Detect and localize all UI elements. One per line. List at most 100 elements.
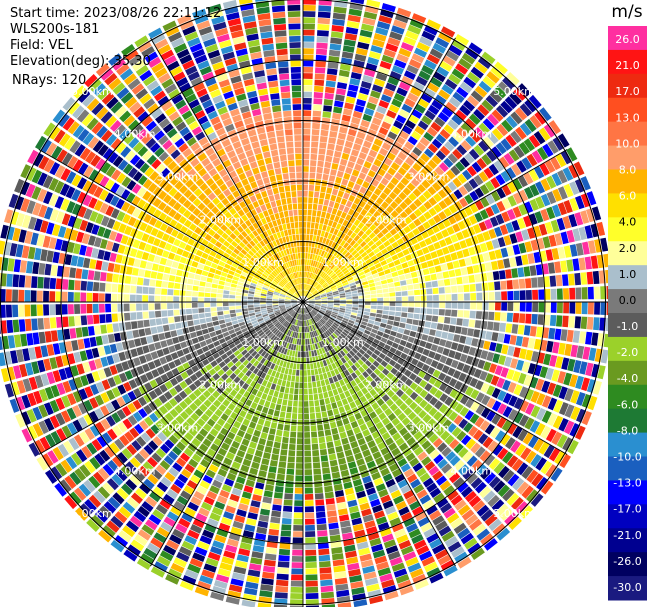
gate-cell (172, 462, 183, 473)
gate-cell (303, 66, 314, 73)
gate-cell (395, 302, 402, 307)
gate-cell (167, 252, 176, 260)
gate-cell (284, 313, 290, 319)
gate-cell (250, 401, 258, 410)
gate-cell (288, 317, 293, 323)
gate-cell (398, 442, 409, 452)
gate-cell (263, 196, 270, 204)
gate-cell (334, 571, 347, 579)
gate-cell (69, 471, 82, 486)
gate-cell (336, 88, 346, 96)
gate-cell (144, 327, 152, 336)
gate-cell (448, 378, 458, 388)
gate-cell (88, 475, 101, 489)
gate-cell (170, 506, 183, 517)
gate-cell (456, 318, 463, 326)
gate-cell (246, 575, 260, 584)
gate-cell (303, 79, 313, 86)
gate-cell (88, 494, 102, 508)
gate-cell (295, 332, 299, 339)
gate-cell (401, 307, 408, 312)
gate-cell (323, 314, 330, 319)
gate-cell (320, 585, 334, 593)
gate-cell (98, 303, 105, 313)
gate-cell (226, 538, 239, 548)
gate-cell (190, 524, 203, 534)
gate-cell (50, 264, 58, 277)
gate-cell (272, 328, 279, 334)
gate-cell (206, 433, 216, 442)
gate-cell (292, 549, 303, 556)
gate-cell (284, 387, 290, 394)
gate-cell (342, 417, 350, 425)
gate-cell (263, 112, 273, 121)
gate-cell (343, 315, 350, 320)
gate-cell (231, 461, 241, 470)
gate-cell (296, 320, 300, 326)
gate-cell (492, 353, 501, 364)
gate-cell (173, 309, 180, 316)
gate-cell (419, 472, 431, 483)
gate-cell (424, 429, 435, 439)
gate-cell (308, 313, 312, 319)
gate-cell (105, 303, 112, 313)
gate-cell (411, 358, 419, 366)
gate-cell (236, 415, 244, 424)
gate-cell (517, 429, 529, 442)
gate-cell (152, 509, 165, 520)
gate-cell (305, 518, 315, 525)
gate-cell (83, 257, 91, 269)
gate-cell (515, 359, 525, 371)
gate-cell (225, 544, 238, 553)
gate-cell (374, 384, 382, 393)
gate-cell (573, 360, 582, 374)
gate-cell (242, 530, 254, 538)
gate-cell (214, 453, 225, 462)
gate-cell (375, 421, 384, 430)
gate-cell (388, 359, 397, 367)
gate-cell (308, 303, 315, 307)
gate-cell (73, 487, 87, 501)
gate-cell (433, 492, 445, 504)
gate-cell (388, 442, 398, 452)
gate-cell (315, 374, 320, 381)
gate-cell (304, 438, 311, 445)
gate-cell (457, 310, 464, 318)
gate-cell (548, 327, 556, 340)
gate-cell (245, 362, 253, 370)
gate-cell (576, 345, 585, 359)
gate-cell (146, 335, 154, 344)
gate-cell (586, 379, 596, 393)
gate-cell (101, 334, 109, 345)
gate-cell (277, 365, 282, 373)
gate-cell (233, 376, 241, 384)
gate-cell (202, 438, 212, 448)
gate-cell (259, 139, 268, 147)
gate-cell (148, 295, 155, 302)
gate-cell (442, 324, 450, 332)
gate-cell (12, 274, 20, 288)
gate-cell (200, 413, 210, 423)
gate-cell (181, 468, 192, 479)
gate-cell (228, 584, 243, 593)
gate-cell (303, 110, 312, 117)
gate-cell (119, 434, 130, 447)
gate-cell (391, 417, 401, 427)
gate-cell (346, 324, 353, 330)
gate-cell (192, 285, 199, 291)
gate-cell (382, 376, 391, 385)
gate-cell (303, 190, 308, 197)
gate-cell (308, 191, 314, 198)
gate-cell (44, 263, 52, 276)
gate-cell (141, 524, 155, 536)
gate-cell (502, 488, 515, 502)
gate-cell (290, 593, 303, 600)
gate-cell (491, 499, 505, 512)
gate-cell (401, 417, 411, 426)
gate-cell (256, 526, 268, 535)
gate-cell (347, 343, 354, 350)
gate-cell (130, 276, 138, 285)
gate-cell (173, 557, 187, 568)
gate-cell (330, 325, 337, 331)
gate-cell (352, 446, 361, 455)
